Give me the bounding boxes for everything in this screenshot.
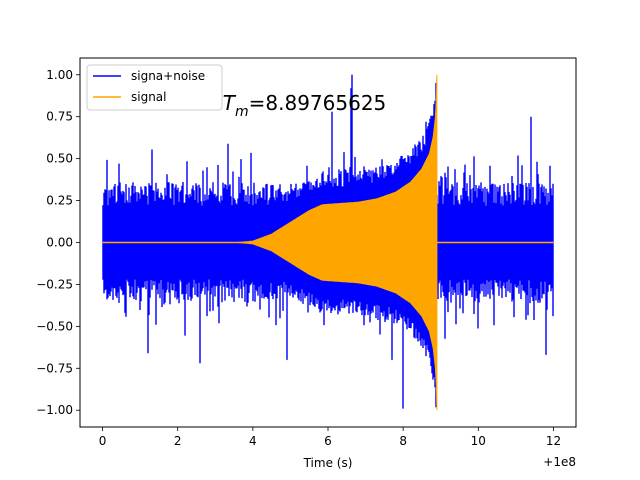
x-axis-label: Time (s) bbox=[303, 456, 353, 470]
x-tick-label: 2 bbox=[174, 434, 182, 448]
x-tick-label: 8 bbox=[399, 434, 407, 448]
annotation-base: T bbox=[223, 91, 237, 115]
y-tick-label: 0.75 bbox=[46, 110, 73, 124]
y-tick-label: −1.00 bbox=[36, 403, 73, 417]
legend-label-signal: signal bbox=[131, 90, 167, 104]
y-tick-label: 0.25 bbox=[46, 194, 73, 208]
y-tick-label: 1.00 bbox=[46, 68, 73, 82]
x-tick-label: 12 bbox=[546, 434, 561, 448]
ticks: 0 2 4 6 8 10 12 −1.00 −0.75 −0.50 −0.25 0.00 0.25 0.5… bbox=[36, 68, 561, 448]
y-tick-label: 0.50 bbox=[46, 152, 73, 166]
annotation-rest: =8.89765625 bbox=[249, 91, 387, 115]
y-tick-label: −0.75 bbox=[36, 361, 73, 375]
x-tick-label: 6 bbox=[324, 434, 332, 448]
y-tick-label: −0.25 bbox=[36, 277, 73, 291]
x-tick-label: 10 bbox=[471, 434, 486, 448]
x-tick-label: 4 bbox=[249, 434, 257, 448]
x-tick-label: 0 bbox=[99, 434, 107, 448]
annotation: Tm=8.89765625 bbox=[223, 91, 387, 120]
y-tick-label: −0.50 bbox=[36, 319, 73, 333]
plot-area bbox=[102, 74, 554, 411]
annotation-sub: m bbox=[235, 104, 249, 120]
x-offset-label: +1e8 bbox=[543, 455, 576, 469]
legend-label-signa-noise: signa+noise bbox=[131, 69, 205, 83]
legend: signa+noise signal bbox=[86, 64, 223, 111]
y-tick-label: 0.00 bbox=[46, 236, 73, 250]
